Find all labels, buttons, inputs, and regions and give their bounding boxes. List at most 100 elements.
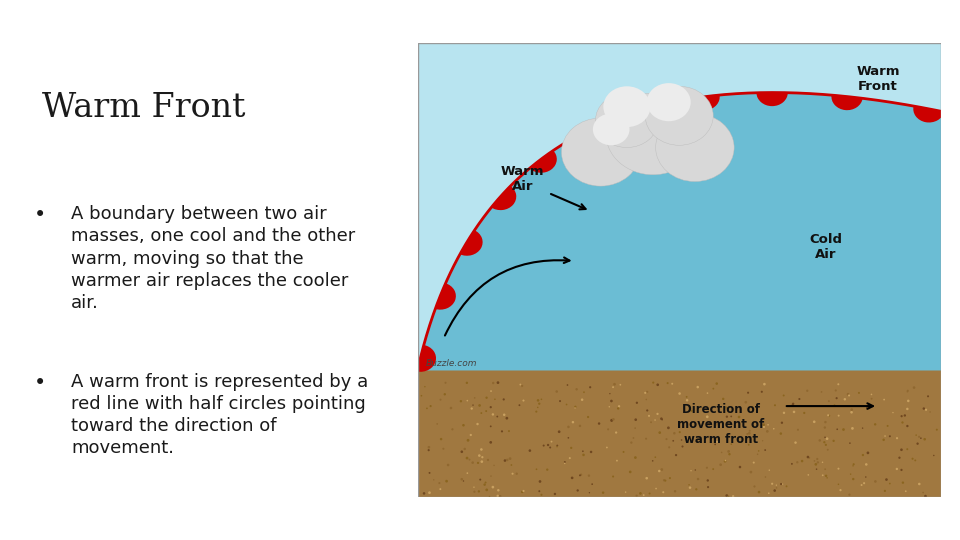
Point (882, 479, 898, 488)
Point (708, 420, 724, 429)
Point (818, 471, 833, 480)
Point (830, 464, 846, 473)
Point (775, 480, 790, 489)
Point (814, 388, 829, 396)
Point (585, 480, 600, 489)
Point (456, 421, 471, 429)
Text: •: • (34, 373, 46, 393)
Point (923, 408, 938, 416)
Point (542, 443, 558, 452)
Point (868, 477, 883, 486)
Point (703, 418, 718, 427)
Point (699, 463, 714, 472)
Point (785, 401, 801, 410)
Point (764, 480, 780, 488)
Point (679, 393, 694, 401)
Point (602, 402, 617, 411)
Point (895, 418, 910, 427)
Point (482, 492, 497, 501)
Point (877, 487, 893, 495)
Point (751, 447, 766, 455)
Point (551, 428, 566, 436)
Point (504, 461, 519, 469)
Point (815, 458, 830, 467)
Point (530, 403, 545, 411)
Wedge shape (491, 186, 516, 210)
Point (721, 447, 736, 456)
Point (512, 401, 527, 409)
Point (801, 470, 816, 479)
Point (575, 447, 590, 456)
Point (900, 445, 915, 454)
Point (746, 458, 761, 467)
Point (761, 466, 777, 475)
Point (682, 481, 697, 489)
Point (817, 433, 832, 442)
Point (433, 395, 448, 404)
Point (738, 398, 754, 407)
Point (483, 438, 498, 447)
Point (622, 468, 637, 476)
Wedge shape (628, 105, 659, 123)
Text: A boundary between two air
masses, one cool and the other
warm, moving so that t: A boundary between two air masses, one c… (71, 205, 355, 312)
Point (916, 404, 931, 413)
Point (717, 457, 732, 465)
Circle shape (593, 113, 630, 145)
Point (488, 395, 503, 403)
Point (675, 442, 690, 451)
Point (741, 441, 756, 449)
Point (837, 395, 852, 403)
Point (513, 380, 528, 389)
Point (496, 410, 512, 419)
Point (864, 390, 879, 399)
Point (792, 395, 807, 403)
Point (846, 460, 861, 469)
Point (894, 412, 909, 421)
Point (499, 456, 515, 464)
Point (456, 477, 471, 485)
Point (641, 411, 657, 420)
Point (439, 477, 454, 485)
Text: Warm
Air: Warm Air (500, 165, 544, 193)
Point (490, 412, 505, 421)
Point (654, 414, 669, 423)
Point (898, 411, 913, 420)
Point (606, 415, 621, 424)
Point (515, 488, 530, 496)
Point (645, 456, 660, 465)
Point (841, 391, 856, 400)
Point (827, 401, 842, 409)
Point (700, 389, 715, 397)
Point (610, 456, 625, 465)
Point (724, 412, 739, 421)
Point (491, 491, 506, 500)
Point (806, 417, 822, 426)
Point (900, 422, 915, 430)
Point (479, 394, 494, 402)
Wedge shape (529, 150, 557, 173)
Point (659, 435, 674, 443)
Point (714, 448, 730, 457)
Point (462, 455, 477, 464)
Point (726, 492, 741, 501)
Point (708, 440, 723, 449)
Point (492, 492, 508, 501)
Point (918, 492, 933, 501)
Point (750, 450, 765, 458)
Point (423, 402, 439, 410)
Point (784, 460, 800, 468)
Point (767, 401, 782, 409)
Point (618, 488, 634, 496)
Point (756, 380, 772, 388)
Wedge shape (417, 345, 436, 372)
Point (776, 391, 791, 400)
Point (616, 448, 632, 456)
Point (421, 488, 437, 497)
Point (912, 480, 927, 488)
Point (700, 413, 715, 421)
Point (852, 389, 867, 397)
Point (582, 488, 597, 497)
Point (877, 432, 893, 441)
Point (561, 434, 576, 442)
Wedge shape (575, 123, 604, 144)
